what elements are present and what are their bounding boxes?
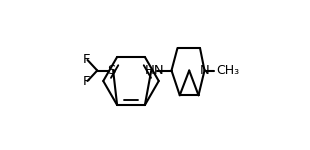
- Text: F: F: [82, 53, 90, 66]
- Text: HN: HN: [144, 64, 164, 77]
- Text: CH₃: CH₃: [216, 64, 239, 77]
- Text: F: F: [82, 75, 90, 88]
- Text: N: N: [200, 64, 209, 77]
- Text: S: S: [107, 64, 115, 77]
